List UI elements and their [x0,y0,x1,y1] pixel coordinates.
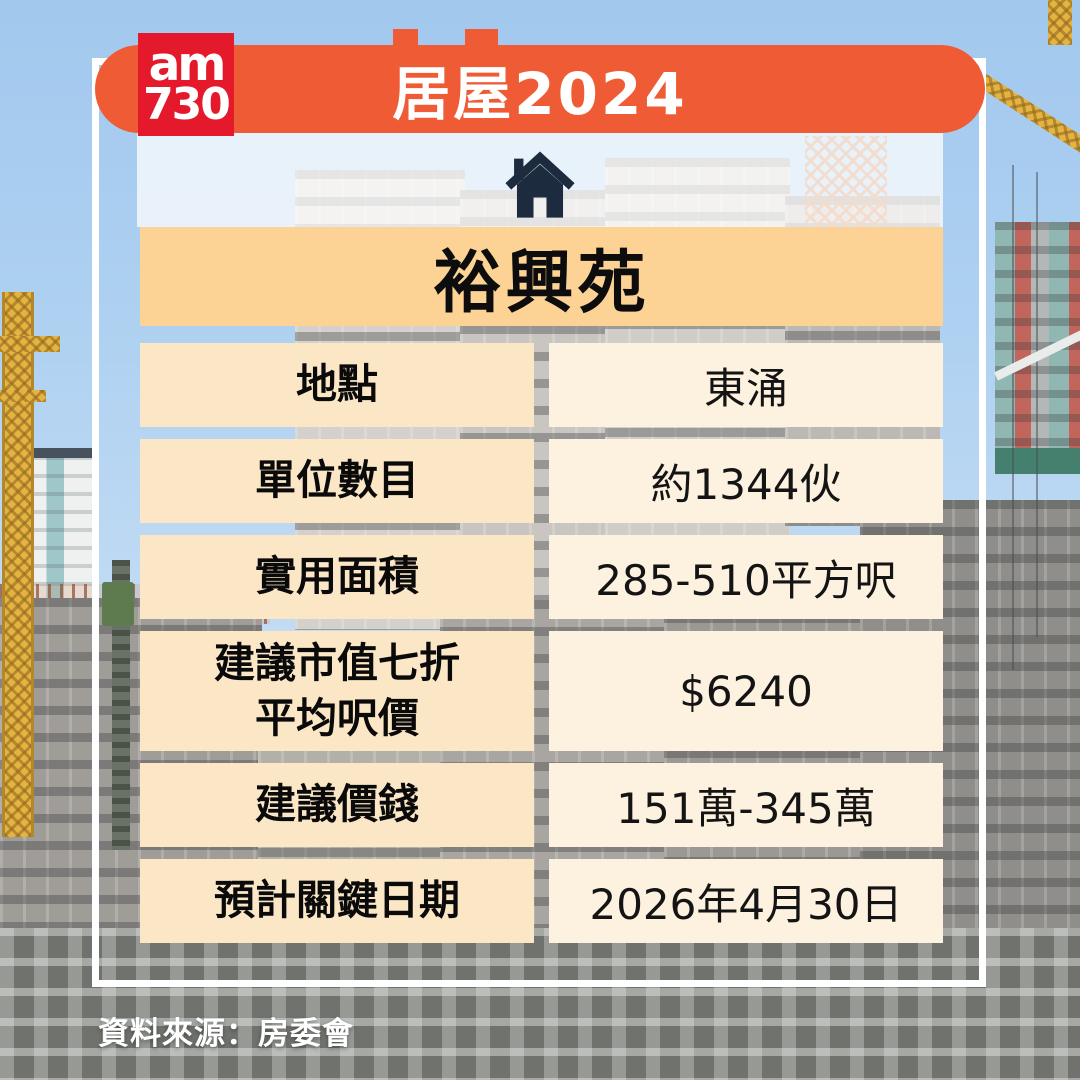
logo-text-am: am [148,37,227,93]
crane-arm-icon [0,390,46,402]
row-value: 約1344伙 [549,439,943,523]
row-value: 東涌 [549,343,943,427]
table-row: 建議市值七折 平均呎價 $6240 [140,631,943,751]
table-row: 地點 東涌 [140,343,943,427]
row-label: 實用面積 [140,535,534,619]
am730-logo: am 730 [138,33,234,136]
row-value: 151萬-345萬 [549,763,943,847]
crane-cab [102,582,134,626]
building-dark-band [0,928,1080,1080]
crane-arm-icon [0,336,60,352]
source-note: 資料來源：房委會 [98,1016,354,1052]
row-value: 2026年4月30日 [549,859,943,943]
table-row: 預計關鍵日期 2026年4月30日 [140,859,943,943]
info-table: 地點 東涌 單位數目 約1344伙 實用面積 285-510平方呎 建議市值七折… [140,343,943,955]
crane-mast-icon [2,292,34,837]
estate-name: 裕興苑 [433,244,650,323]
row-value: 285-510平方呎 [549,535,943,619]
row-value: $6240 [549,631,943,751]
crane-mast-icon [1048,0,1072,45]
crane-jib-icon [970,69,1080,199]
row-label: 單位數目 [140,439,534,523]
banner-fragment [393,29,418,47]
row-label: 建議市值七折 平均呎價 [140,631,534,751]
crane-cable [1012,165,1014,670]
row-label: 建議價錢 [140,763,534,847]
house-icon [504,148,576,224]
table-row: 建議價錢 151萬-345萬 [140,763,943,847]
crane-cable [1036,172,1038,637]
row-label: 預計關鍵日期 [140,859,534,943]
estate-title-band: 裕興苑 [140,227,943,326]
header-banner: 居屋2024 [95,45,985,133]
row-label: 地點 [140,343,534,427]
logo-text-730: 730 [143,78,231,130]
crane-mast-icon [112,560,130,850]
banner-fragment [465,29,498,46]
table-row: 實用面積 285-510平方呎 [140,535,943,619]
building-roof-cap [18,448,96,458]
table-row: 單位數目 約1344伙 [140,439,943,523]
page-title: 居屋2024 [392,60,688,128]
